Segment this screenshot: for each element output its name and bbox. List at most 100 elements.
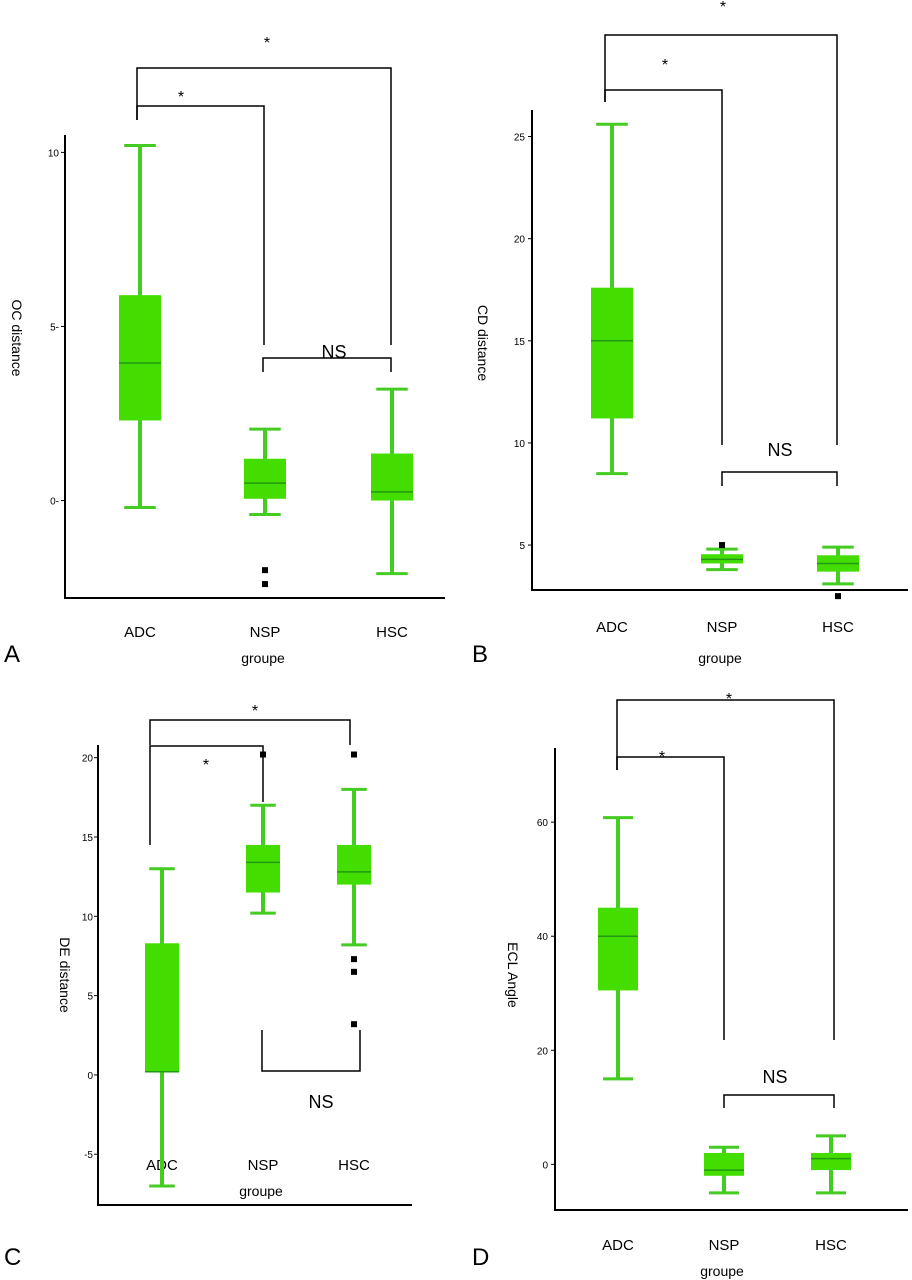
box-nsp (244, 427, 286, 588)
x-category-label: HSC (822, 619, 854, 636)
panel-a: 0- 5- 10 ADC NSP HSC groupe OC distance A * * NS (4, 35, 445, 668)
x-axis-label: groupe (239, 1183, 283, 1199)
panel-letter: B (472, 641, 488, 668)
bracket-significant (604, 34, 838, 445)
x-category-label: HSC (376, 624, 408, 641)
y-tick-label: 10 (514, 439, 526, 450)
box-iqr (591, 287, 633, 419)
outlier-point (351, 1021, 357, 1028)
box-nsp (704, 1145, 744, 1195)
y-tick-label: 5 (519, 541, 525, 552)
bracket-significant (149, 745, 264, 845)
y-tick-label: 40 (537, 932, 549, 943)
y-tick-label: 20 (82, 754, 94, 765)
box-adc (145, 867, 179, 1188)
significance-star: * (662, 57, 668, 74)
axes (97, 745, 412, 1206)
panel-d: 0 20 40 60 ADC NSP HSC groupe ECL Angle D * * NS (472, 691, 908, 1279)
axes (554, 748, 908, 1211)
box-hsc (817, 545, 859, 600)
x-axis-label: groupe (698, 650, 742, 666)
y-axis-label: CD distance (475, 305, 491, 381)
significance-star: * (264, 35, 270, 52)
y-tick-label: 10 (82, 912, 94, 923)
significance-star: * (720, 0, 726, 16)
ns-label: NS (321, 342, 346, 362)
x-category-label: HSC (815, 1237, 847, 1254)
ns-label: NS (762, 1067, 787, 1087)
y-tick-label: 15 (82, 833, 94, 844)
box-iqr (337, 844, 371, 885)
panel-b: 5 10 15 20 25 ADC NSP HSC groupe CD distance B * * NS (472, 0, 908, 668)
bracket-significant (616, 756, 725, 1040)
outlier-point (719, 542, 725, 549)
y-axis-label: OC distance (9, 299, 25, 376)
y-tick-label: 10 (48, 148, 60, 159)
x-category-label: NSP (709, 1237, 740, 1254)
y-tick-label: 0 (87, 1071, 93, 1082)
panel-c: -505101520ADCNSPHSCgroupeDE distanceC**N… (4, 703, 412, 1271)
panel-letter: D (472, 1244, 489, 1271)
box-iqr (119, 295, 161, 421)
significance-star: * (726, 691, 732, 708)
x-category-label: NSP (707, 619, 738, 636)
outlier-point (262, 567, 268, 574)
box-iqr (145, 943, 179, 1072)
y-axis-label: ECL Angle (505, 942, 521, 1008)
y-tick-label: 60 (537, 818, 549, 829)
axes (531, 110, 908, 591)
box-adc (119, 143, 161, 509)
x-category-label: ADC (596, 619, 628, 636)
box-hsc (811, 1134, 851, 1195)
y-tick-label: 5- (50, 322, 59, 333)
bracket-ns (261, 1030, 361, 1072)
y-axis-label: DE distance (57, 937, 73, 1013)
x-category-label: HSC (338, 1157, 370, 1174)
x-category-label: NSP (250, 624, 281, 641)
box-nsp (701, 542, 743, 572)
significance-star: * (178, 89, 184, 106)
box-iqr (246, 844, 280, 893)
axes (64, 135, 445, 599)
box-adc (598, 816, 638, 1081)
x-axis-label: groupe (241, 650, 285, 666)
box-iqr (244, 458, 286, 499)
box-hsc (371, 387, 413, 576)
y-tick-label: 5 (87, 992, 93, 1003)
bracket-significant (149, 719, 351, 745)
y-tick-label: 20 (537, 1046, 549, 1057)
x-axis-label: groupe (700, 1263, 744, 1279)
box-adc (591, 122, 633, 476)
ns-label: NS (308, 1092, 333, 1112)
significance-star: * (203, 757, 209, 774)
bracket-significant (136, 67, 392, 345)
bracket-ns (723, 1094, 835, 1108)
box-nsp (246, 751, 280, 915)
outlier-point (351, 751, 357, 758)
y-tick-label: 25 (514, 133, 526, 144)
bracket-ns (262, 357, 392, 372)
x-category-label: NSP (248, 1157, 279, 1174)
outlier-point (351, 968, 357, 975)
y-tick-label: 15 (514, 337, 526, 348)
outlier-point (351, 956, 357, 963)
y-tick-label: -5 (84, 1150, 93, 1161)
box-iqr (811, 1152, 851, 1171)
box-hsc (337, 751, 371, 1028)
bracket-ns (721, 471, 838, 486)
panel-letter: C (4, 1244, 21, 1271)
significance-star: * (252, 703, 258, 720)
bracket-significant (616, 699, 835, 1040)
outlier-point (262, 581, 268, 588)
y-tick-label: 0 (542, 1160, 548, 1171)
y-tick-label: 0- (50, 497, 59, 508)
box-iqr (371, 453, 413, 501)
box-iqr (598, 907, 638, 991)
y-tick-label: 20 (514, 235, 526, 246)
ns-label: NS (767, 440, 792, 460)
x-category-label: ADC (124, 624, 156, 641)
x-category-label: ADC (602, 1237, 634, 1254)
outlier-point (835, 593, 841, 600)
significance-star: * (659, 749, 665, 766)
